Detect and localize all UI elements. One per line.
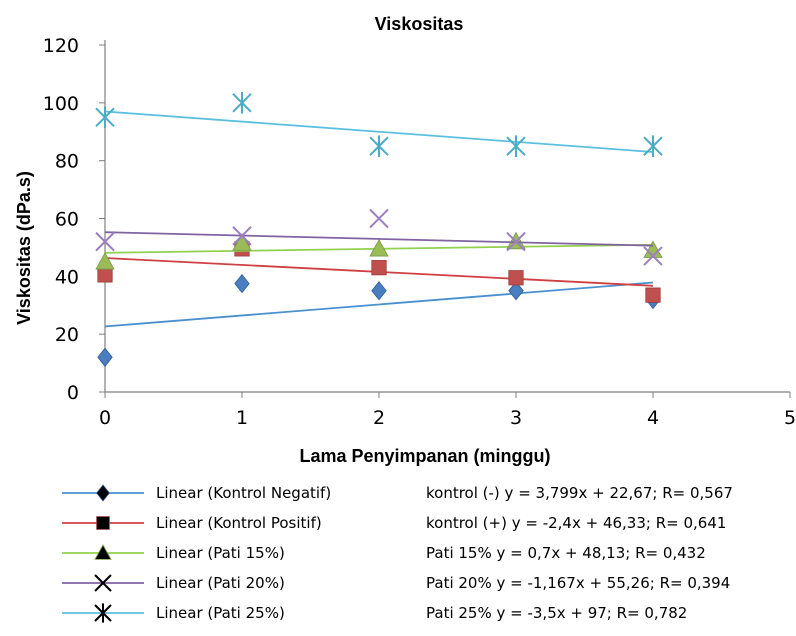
x-marker [506, 231, 526, 252]
x-marker-stroke [95, 231, 115, 252]
legend-entry: Linear (Pati 25%) Pati 25% y = -3,5x + 97… [60, 598, 790, 628]
legend: Linear (Kontrol Negatif) kontrol (-) y = … [60, 478, 790, 628]
legend-swatch-svg [62, 516, 144, 530]
legend-swatch-svg [62, 544, 144, 560]
square-marker [508, 270, 524, 286]
legend-triangle-marker [94, 544, 112, 560]
legend-swatch-svg [62, 574, 144, 592]
legend-swatch-svg [62, 603, 144, 623]
legend-label: Linear (Pati 15%) [156, 544, 285, 562]
trendline [104, 281, 654, 328]
diamond-marker [97, 347, 113, 367]
legend-diamond-marker [96, 484, 110, 502]
legend-square-marker [96, 516, 110, 530]
chart-title: Viskositas [375, 14, 464, 34]
legend-swatch [60, 483, 146, 503]
diamond-marker [234, 273, 250, 294]
square-marker [645, 287, 661, 303]
y-tick-label: 100 [43, 93, 79, 115]
x-marker-stroke [369, 208, 389, 229]
legend-equation: Pati 15% y = 0,7x + 48,13; R= 0,432 [426, 544, 706, 562]
legend-label: Linear (Pati 20%) [156, 574, 285, 592]
x-marker-stroke [232, 226, 252, 246]
x-tick-label: 3 [510, 407, 522, 429]
legend-label: Linear (Pati 25%) [156, 604, 285, 622]
star-marker [506, 135, 526, 158]
legend-entry: Linear (Pati 15%) Pati 15% y = 0,7x + 48,… [60, 538, 790, 568]
legend-swatch-svg [62, 484, 144, 502]
legend-equation: kontrol (+) y = -2,4x + 46,33; R= 0,641 [426, 514, 727, 532]
legend-star-marker [94, 603, 112, 623]
legend-swatch [60, 543, 146, 563]
diamond-marker [508, 281, 524, 301]
star-marker [95, 106, 115, 129]
star-marker [369, 135, 389, 158]
x-tick-label: 2 [373, 407, 385, 429]
x-marker [232, 226, 252, 246]
legend-equation: Pati 20% y = -1,167x + 55,26; R= 0,394 [426, 574, 731, 592]
diamond-marker [371, 281, 387, 301]
legend-swatch [60, 573, 146, 593]
legend-entry: Linear (Kontrol Negatif) kontrol (-) y = … [60, 478, 790, 508]
series-3 [95, 208, 663, 266]
legend-entry: Linear (Kontrol Positif) kontrol (+) y = … [60, 508, 790, 538]
x-marker-stroke [506, 231, 526, 252]
legend-equation: kontrol (-) y = 3,799x + 22,67; R= 0,567 [426, 484, 733, 502]
triangle-marker [369, 239, 389, 257]
x-tick-label: 4 [647, 407, 659, 429]
x-marker-stroke [643, 246, 663, 266]
legend-x-marker [94, 574, 112, 592]
x-axis-title: Lama Penyimpanan (minggu) [299, 446, 550, 466]
star-marker [643, 135, 663, 158]
legend-swatch [60, 513, 146, 533]
y-tick-label: 40 [55, 266, 79, 288]
triangle-marker [232, 233, 252, 251]
legend-x-marker-stroke [94, 574, 112, 592]
trendline [104, 231, 654, 247]
square-marker [371, 260, 387, 276]
series-0 [97, 273, 661, 367]
chart-svg: Viskositas 0 20 40 60 80 100 120 0 1 2 3 4 5 Lama Pe… [14, 14, 796, 466]
legend-entry: Linear (Pati 20%) Pati 20% y = -1,167x + … [60, 568, 790, 598]
x-tick-label: 1 [236, 407, 248, 429]
series-4 [95, 92, 663, 158]
x-marker [95, 231, 115, 252]
y-tick-label: 0 [67, 382, 79, 404]
plot-area: 0 20 40 60 80 100 120 0 1 2 3 4 5 [43, 35, 796, 429]
y-tick-label: 60 [55, 209, 79, 231]
legend-label: Linear (Kontrol Negatif) [156, 484, 332, 502]
square-marker [97, 267, 113, 283]
y-tick-label: 20 [55, 324, 79, 346]
x-tick-label: 5 [784, 407, 796, 429]
triangle-marker [643, 240, 663, 258]
legend-label: Linear (Kontrol Positif) [156, 514, 322, 532]
star-marker [232, 92, 252, 114]
legend-swatch [60, 603, 146, 623]
x-tick-label: 0 [99, 407, 111, 429]
y-tick-label: 120 [43, 35, 79, 57]
y-tick-label: 80 [55, 151, 79, 173]
trendline [104, 110, 654, 153]
x-marker [643, 246, 663, 266]
x-marker [369, 208, 389, 229]
y-axis-title: Viskositas (dPa.s) [14, 171, 34, 325]
triangle-marker [95, 252, 115, 270]
legend-equation: Pati 25% y = -3,5x + 97; R= 0,782 [426, 604, 688, 622]
